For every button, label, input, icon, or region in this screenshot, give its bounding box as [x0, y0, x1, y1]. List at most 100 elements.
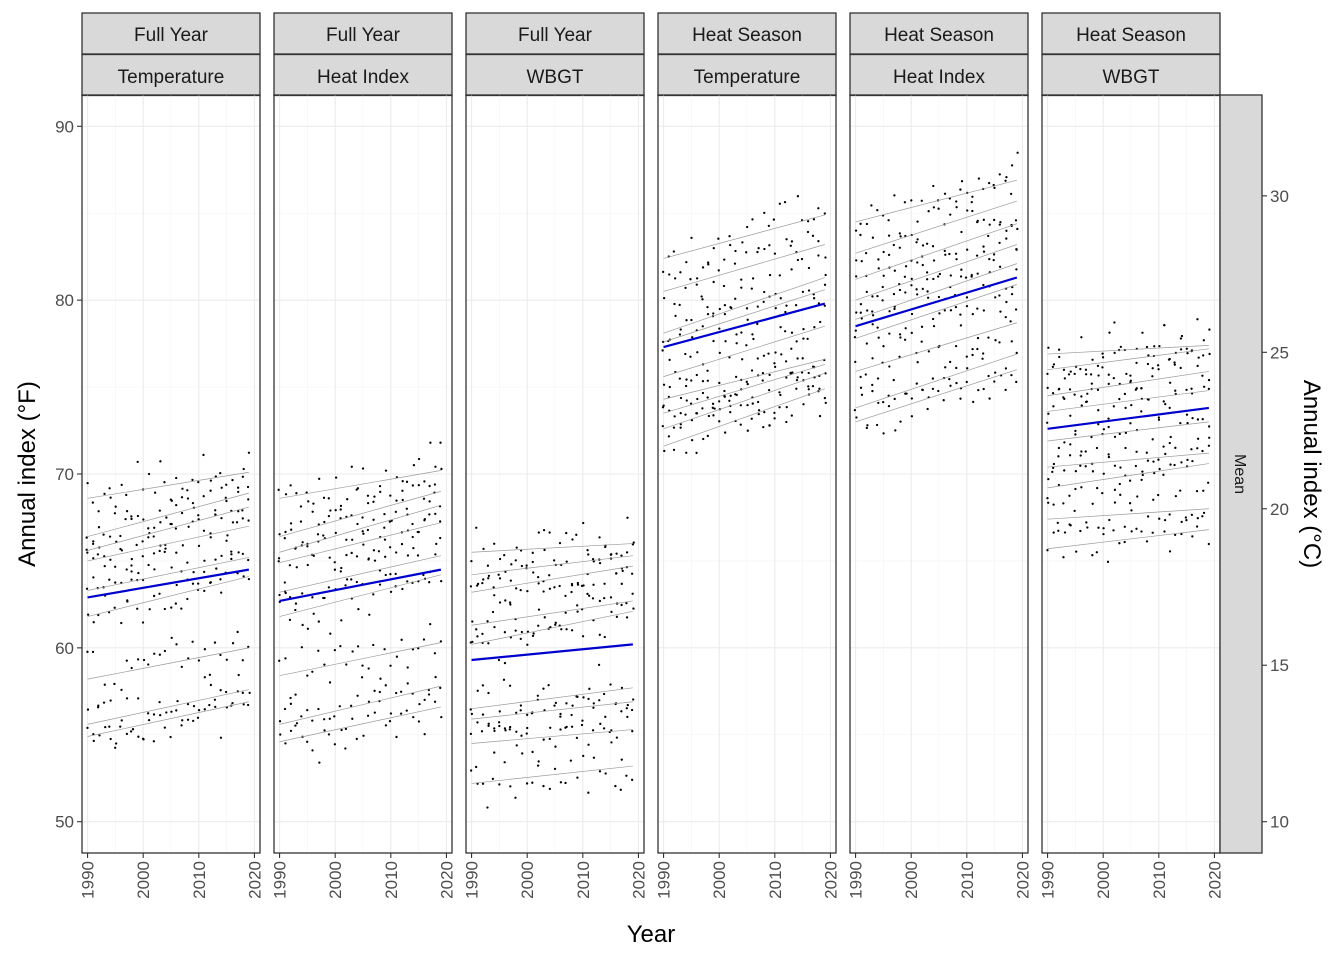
data-point — [944, 366, 947, 369]
data-point — [439, 520, 442, 523]
data-point — [982, 245, 985, 248]
data-point — [718, 307, 721, 311]
data-point — [1107, 373, 1110, 376]
data-point — [591, 597, 595, 600]
data-point — [706, 305, 709, 309]
y2-tick-label: 30 — [1270, 187, 1289, 206]
data-point — [202, 529, 206, 532]
data-point — [1179, 348, 1183, 351]
data-point — [910, 199, 913, 202]
mean-trend-line — [1047, 406, 1210, 430]
data-point — [1097, 526, 1100, 529]
data-point — [547, 684, 550, 687]
data-point — [278, 533, 281, 536]
data-point — [169, 522, 172, 526]
data-point — [938, 272, 942, 276]
data-point — [241, 691, 244, 694]
data-point — [987, 374, 990, 378]
data-point — [620, 686, 624, 690]
data-point — [279, 733, 282, 736]
data-point — [406, 666, 409, 669]
data-point — [351, 538, 354, 541]
data-point — [278, 659, 281, 662]
data-point — [1162, 445, 1165, 448]
mean-trend-line — [279, 568, 442, 602]
site-trend-line — [471, 687, 633, 710]
data-point — [219, 653, 222, 657]
site-trend-line — [279, 685, 441, 725]
data-point — [395, 735, 398, 739]
data-point — [882, 432, 885, 435]
data-point — [278, 593, 281, 597]
data-point — [768, 373, 771, 377]
data-point — [1179, 337, 1183, 340]
data-point — [871, 323, 874, 326]
data-point — [717, 237, 720, 240]
site-trend-line — [1047, 508, 1209, 520]
data-point — [135, 543, 138, 547]
data-point — [147, 527, 150, 530]
data-point — [1190, 448, 1193, 451]
data-point — [910, 397, 913, 400]
data-point — [695, 277, 699, 280]
data-point — [109, 737, 112, 741]
data-point — [520, 630, 524, 634]
data-point — [598, 561, 602, 565]
data-point — [191, 582, 195, 585]
data-point — [153, 568, 156, 571]
data-point — [853, 335, 857, 339]
data-point — [915, 241, 918, 244]
data-point — [1090, 435, 1093, 439]
data-point — [937, 207, 940, 210]
data-point — [679, 271, 682, 274]
data-point — [554, 745, 557, 748]
data-point — [213, 641, 217, 644]
data-point — [734, 393, 737, 396]
data-point — [277, 488, 280, 491]
data-point — [570, 582, 574, 586]
data-point — [399, 712, 403, 715]
data-point — [998, 294, 1001, 297]
data-point — [592, 560, 595, 563]
site-trend-line — [855, 200, 1017, 254]
data-point — [988, 397, 991, 400]
site-trend-line — [855, 223, 1017, 280]
data-point — [959, 188, 962, 191]
data-point — [181, 719, 184, 722]
data-point — [1068, 494, 1071, 497]
data-point — [114, 581, 117, 584]
data-point — [356, 522, 359, 526]
data-point — [981, 357, 984, 360]
data-point — [531, 750, 534, 754]
data-point — [1063, 441, 1066, 444]
data-point — [756, 357, 759, 360]
data-point — [492, 586, 495, 589]
data-point — [159, 460, 162, 463]
data-point — [971, 353, 974, 357]
data-point — [982, 309, 986, 312]
data-point — [955, 206, 958, 209]
data-point — [1174, 389, 1177, 392]
data-point — [1151, 375, 1154, 378]
strip-bottom — [1041, 53, 1221, 97]
data-point — [811, 234, 815, 237]
data-point — [620, 554, 623, 557]
data-point — [772, 218, 776, 221]
x-tick-label: 2020 — [245, 861, 264, 899]
data-point — [418, 702, 421, 706]
data-point — [1014, 308, 1018, 311]
data-point — [877, 336, 880, 339]
data-point — [163, 481, 166, 484]
x-tick-label: 2000 — [518, 861, 537, 899]
data-point — [344, 727, 348, 731]
data-point — [373, 689, 376, 692]
data-point — [278, 720, 282, 723]
data-point — [345, 538, 348, 541]
data-point — [203, 589, 206, 593]
data-point — [575, 533, 578, 536]
data-point — [706, 379, 709, 382]
data-point — [487, 577, 490, 580]
data-point — [137, 571, 140, 575]
data-point — [960, 180, 964, 183]
site-trend-line — [663, 214, 825, 259]
